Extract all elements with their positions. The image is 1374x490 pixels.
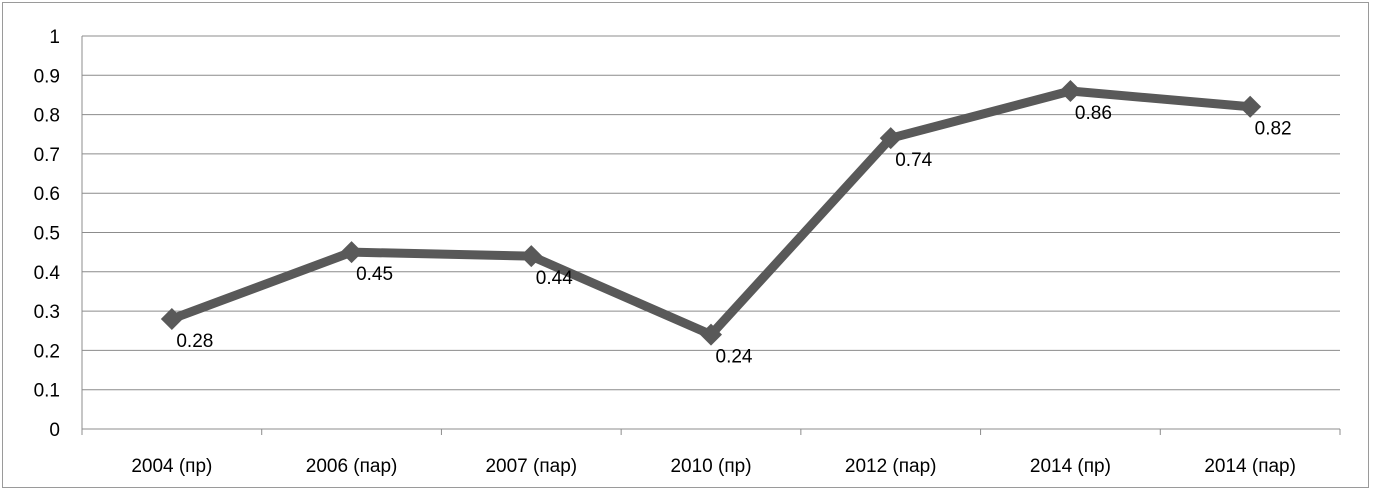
data-label: 0.86	[1075, 103, 1112, 124]
y-tick-label: 0.5	[34, 224, 60, 245]
y-tick-label: 0.7	[34, 145, 60, 166]
line-chart: 00.10.20.30.40.50.60.70.80.91 2004 (пр) 2…	[34, 27, 1341, 477]
series-markers	[160, 80, 1262, 346]
series-line-path	[167, 86, 1255, 340]
data-label: 0.45	[356, 264, 393, 285]
x-tick-label: 2006 (пар)	[306, 456, 398, 477]
data-point-marker	[879, 127, 902, 150]
data-label: 0.44	[536, 268, 573, 289]
data-labels: 0.28 0.45 0.44 0.24 0.74 0.86 0.82	[176, 103, 1291, 368]
data-point-marker	[340, 241, 363, 264]
data-point-marker	[700, 323, 722, 346]
data-label: 0.82	[1255, 119, 1292, 140]
data-point-marker	[160, 307, 183, 330]
y-tick-label: 0	[49, 420, 60, 441]
x-tick-label: 2014 (пар)	[1204, 456, 1296, 477]
x-tick-label: 2010 (пр)	[670, 456, 751, 477]
gridlines	[82, 35, 1340, 430]
x-tick-label: 2004 (пр)	[131, 456, 212, 477]
data-label: 0.24	[716, 347, 753, 368]
y-tick-label: 0.8	[34, 106, 60, 127]
y-tick-label: 0.6	[34, 184, 60, 205]
y-axis: 0 0.1 0.2 0.3 0.4 0.5 0.6 0.7 0.8 0.9 1	[34, 27, 83, 441]
data-point-marker	[1059, 80, 1082, 103]
data-label: 0.28	[176, 331, 213, 352]
data-point-marker	[1239, 95, 1262, 118]
series-line	[167, 86, 1255, 340]
y-tick-label: 0.3	[34, 302, 60, 323]
x-tick-label: 2007 (пар)	[485, 456, 577, 477]
x-tick-label: 2014 (пр)	[1030, 456, 1111, 477]
x-axis: 2004 (пр) 2006 (пар) 2007 (пар) 2010 (пр) 20…	[81, 429, 1341, 477]
y-tick-label: 0.2	[34, 341, 60, 362]
data-label: 0.74	[895, 150, 932, 171]
y-tick-label: 1	[49, 27, 60, 48]
data-point-marker	[520, 245, 543, 268]
y-tick-label: 0.1	[34, 381, 60, 402]
y-tick-label: 0.9	[34, 66, 60, 87]
y-tick-label: 0.4	[34, 263, 61, 284]
x-tick-label: 2012 (пар)	[845, 456, 937, 477]
